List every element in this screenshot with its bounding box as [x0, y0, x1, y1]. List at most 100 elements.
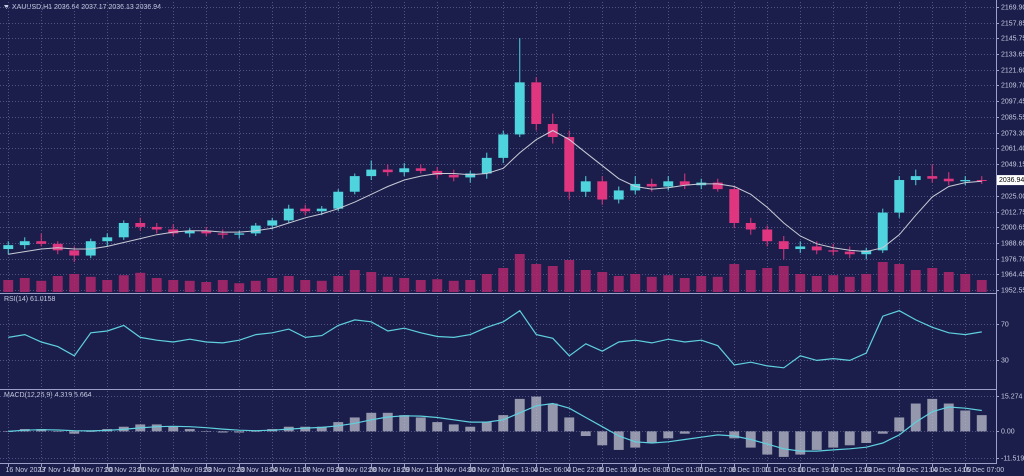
volume-bar	[267, 278, 278, 292]
macd-bar	[762, 431, 773, 455]
candle-body	[250, 225, 261, 234]
y-tick-label: 0.00	[1001, 428, 1015, 435]
macd-bar	[481, 422, 492, 432]
candle-body	[135, 222, 146, 227]
volume-bar	[118, 275, 129, 292]
y-tick-label: 30	[1001, 357, 1009, 364]
y-tick-label: 2049.15	[1001, 161, 1024, 168]
macd-bar	[52, 431, 63, 432]
candle-body	[894, 180, 905, 213]
macd-bar	[679, 431, 690, 434]
volume-bar	[250, 280, 261, 292]
moving-average	[8, 129, 982, 255]
x-tick-label: 12 Dec 12:00	[831, 467, 873, 474]
candle-body	[745, 222, 756, 230]
candle-body	[943, 178, 954, 182]
y-tick-label: 2169.90	[1001, 4, 1024, 11]
x-tick-label: 5 Dec 15:00	[600, 467, 638, 474]
volume-bar	[168, 280, 179, 292]
macd-bar	[234, 431, 245, 433]
y-tick-label: 2145.75	[1001, 35, 1024, 42]
rsi-line	[8, 309, 982, 369]
x-tick-label: 8 Dec 10:00	[732, 467, 770, 474]
volume-bar	[844, 276, 855, 292]
y-tick-label: 2073.30	[1001, 130, 1024, 137]
candle-body	[333, 191, 344, 209]
macd-bar	[960, 410, 971, 432]
macd-bar	[432, 422, 443, 432]
candle-body	[828, 250, 839, 252]
candle-body	[580, 181, 591, 192]
x-tick-label: 20 Nov 07:00	[72, 467, 114, 474]
macd-bar	[976, 415, 987, 432]
volume-bar	[861, 274, 872, 292]
macd-bar	[630, 431, 641, 448]
candle-body	[663, 181, 674, 187]
x-tick-label: 23 Nov 18:00	[237, 467, 279, 474]
volume-bar	[382, 276, 393, 292]
volume-bar	[597, 272, 608, 292]
volume-bar	[943, 272, 954, 292]
signal-line	[8, 402, 982, 452]
volume-bar	[316, 280, 327, 292]
candle-body	[514, 82, 525, 135]
candle-body	[564, 137, 575, 192]
macd-bar	[828, 431, 839, 448]
macd-bar	[366, 412, 377, 432]
candle-body	[19, 241, 30, 246]
volume-bar	[877, 262, 888, 292]
candle-body	[498, 134, 509, 158]
macd-bar	[696, 431, 707, 432]
volume-bar	[69, 274, 80, 292]
macd-title: MACD(12,26,9) 4.319 5.664	[4, 392, 92, 399]
candle-body	[976, 180, 987, 182]
candle-body	[844, 251, 855, 255]
x-tick-label: 1 Dec 13:00	[501, 467, 539, 474]
y-tick-label: 2157.85	[1001, 20, 1024, 27]
macd-bar	[910, 403, 921, 432]
x-tick-label: 15 Dec 07:00	[963, 467, 1005, 474]
candle-body	[201, 230, 212, 234]
candle-body	[630, 183, 641, 191]
volume-bar	[19, 278, 30, 292]
x-tick-label: 16 Nov 2023	[6, 467, 46, 474]
macd-bar	[465, 426, 476, 432]
candle-body	[151, 226, 162, 230]
y-tick-label: 1952.55	[1001, 287, 1024, 294]
macd-bar	[448, 424, 459, 432]
volume-bar	[531, 264, 542, 292]
macd-bar	[217, 431, 228, 433]
candle-body	[778, 241, 789, 250]
volume-bar	[217, 280, 228, 292]
volume-bar	[432, 279, 443, 292]
volume-bar	[828, 275, 839, 292]
candle-body	[217, 233, 228, 235]
x-tick-label: 11 Dec 03:00	[765, 467, 806, 474]
candle-body	[432, 170, 443, 175]
volume-bar	[630, 274, 641, 292]
candle-body	[234, 233, 245, 235]
volume-bar	[481, 274, 492, 292]
candle-body	[300, 208, 311, 212]
chart-title: XAUUSD,H1 2036.64 2037.17 2036.13 2036.9…	[12, 4, 161, 11]
volume-bar	[580, 270, 591, 292]
volume-bar	[349, 270, 360, 292]
y-tick-label: 2121.60	[1001, 67, 1024, 74]
candle-body	[927, 176, 938, 179]
volume-bar	[184, 280, 195, 292]
volume-bar	[415, 280, 426, 292]
volume-bar	[366, 272, 377, 292]
x-tick-label: 22 Nov 09:00	[171, 467, 213, 474]
candle-body	[531, 82, 542, 125]
volume-bar	[811, 276, 822, 292]
candle-body	[762, 229, 773, 242]
x-tick-label: 24 Nov 11:00	[270, 467, 311, 474]
macd-bar	[597, 431, 608, 446]
y-tick-label: 2000.65	[1001, 224, 1024, 231]
x-tick-label: 13 Dec 21:00	[897, 467, 939, 474]
x-tick-label: 17 Nov 14:00	[39, 467, 81, 474]
x-tick-label: 30 Nov 04:00	[435, 467, 477, 474]
volume-bar	[333, 276, 344, 292]
